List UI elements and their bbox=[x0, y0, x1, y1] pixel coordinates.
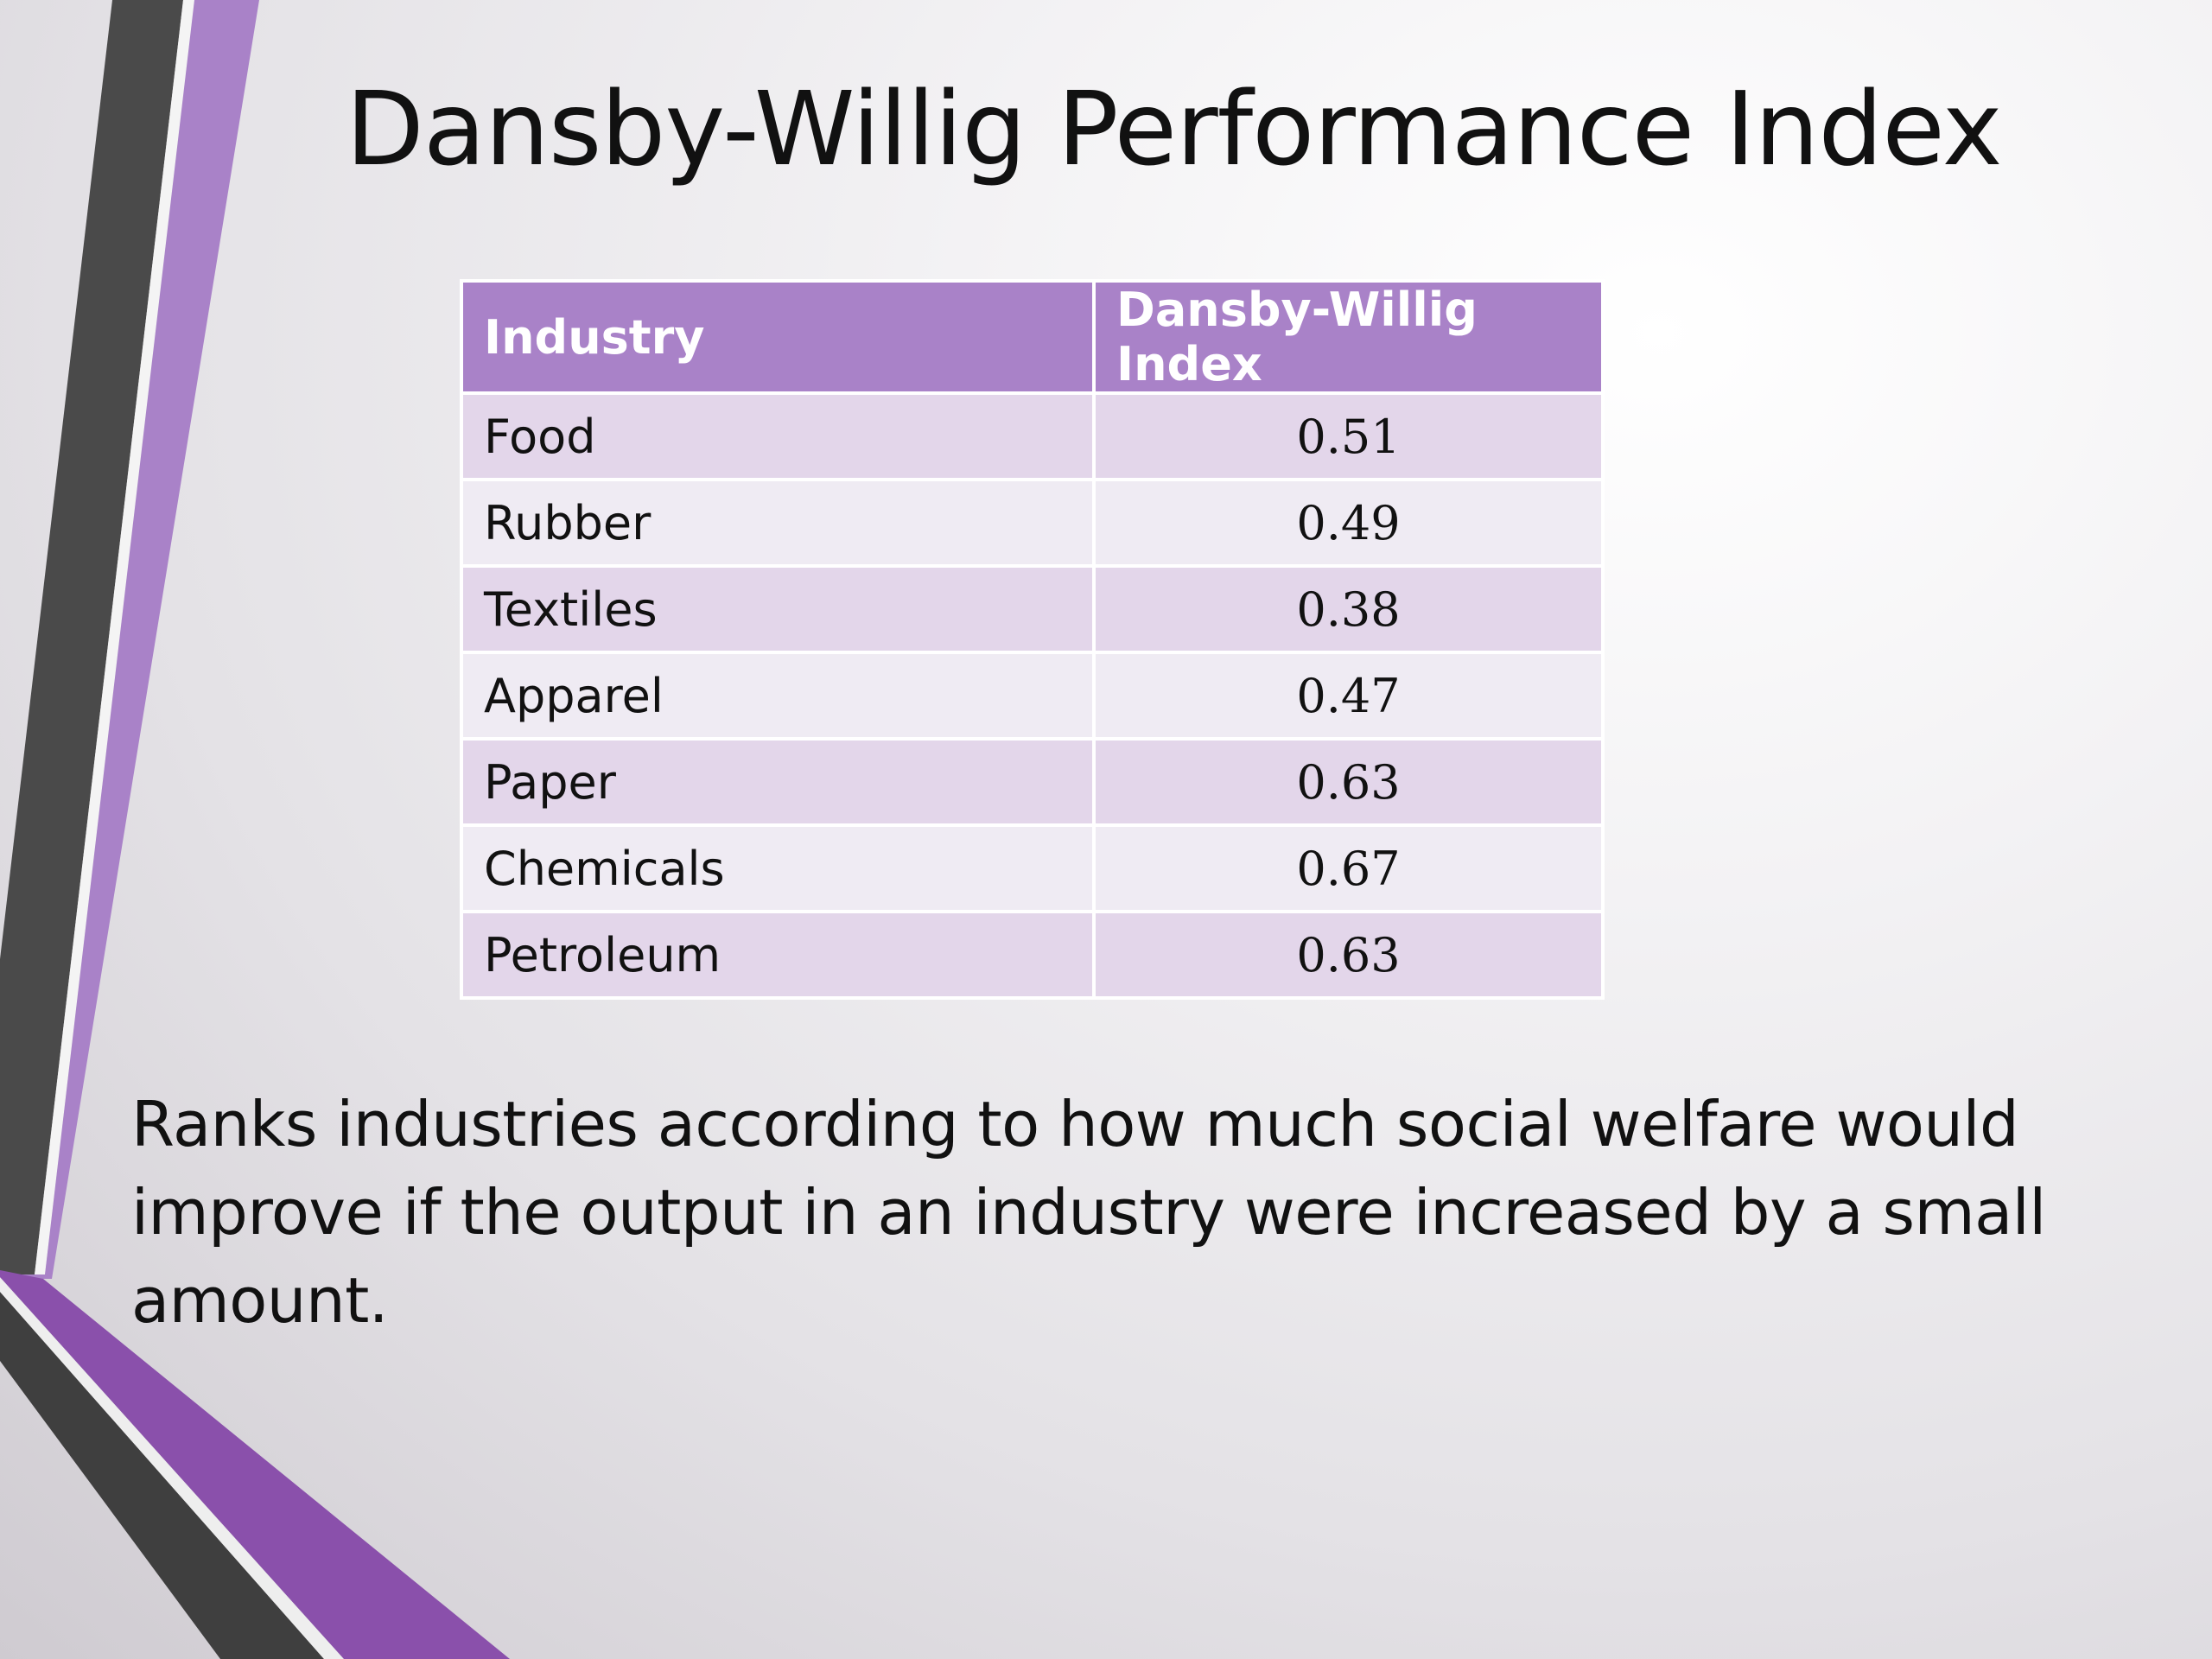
industry-cell: Rubber bbox=[460, 478, 1096, 568]
index-cell: 0.63 bbox=[1092, 737, 1605, 827]
table-row: Textiles 0.38 bbox=[460, 564, 1605, 654]
purple-stripe-top bbox=[0, 0, 259, 1279]
industry-cell: Chemicals bbox=[460, 823, 1096, 913]
performance-index-table: Industry Dansby-Willig Index Food 0.51 R… bbox=[460, 279, 1605, 1000]
table-row: Apparel 0.47 bbox=[460, 651, 1605, 741]
index-cell: 0.63 bbox=[1092, 910, 1605, 1000]
dark-stripe-top bbox=[0, 0, 183, 1274]
industry-cell: Petroleum bbox=[460, 910, 1096, 1000]
table-row: Rubber 0.49 bbox=[460, 478, 1605, 568]
table-header-row: Industry Dansby-Willig Index bbox=[460, 279, 1605, 395]
slide-description: Ranks industries according to how much s… bbox=[131, 1088, 2046, 1337]
light-stripe-top bbox=[35, 0, 194, 1274]
index-cell: 0.38 bbox=[1092, 564, 1605, 654]
industry-cell: Apparel bbox=[460, 651, 1096, 741]
index-cell: 0.49 bbox=[1092, 478, 1605, 568]
index-cell: 0.51 bbox=[1092, 391, 1605, 481]
index-cell: 0.47 bbox=[1092, 651, 1605, 741]
slide-title: Dansby-Willig Performance Index bbox=[346, 69, 2003, 188]
index-cell: 0.67 bbox=[1092, 823, 1605, 913]
table-row: Paper 0.63 bbox=[460, 737, 1605, 827]
table-row: Chemicals 0.67 bbox=[460, 823, 1605, 913]
industry-cell: Paper bbox=[460, 737, 1096, 827]
industry-cell: Food bbox=[460, 391, 1096, 481]
table-row: Food 0.51 bbox=[460, 391, 1605, 481]
header-industry: Industry bbox=[460, 279, 1096, 395]
table-row: Petroleum 0.63 bbox=[460, 910, 1605, 1000]
header-index: Dansby-Willig Index bbox=[1092, 279, 1605, 395]
purple-stripe-bottom bbox=[0, 1270, 510, 1659]
industry-cell: Textiles bbox=[460, 564, 1096, 654]
